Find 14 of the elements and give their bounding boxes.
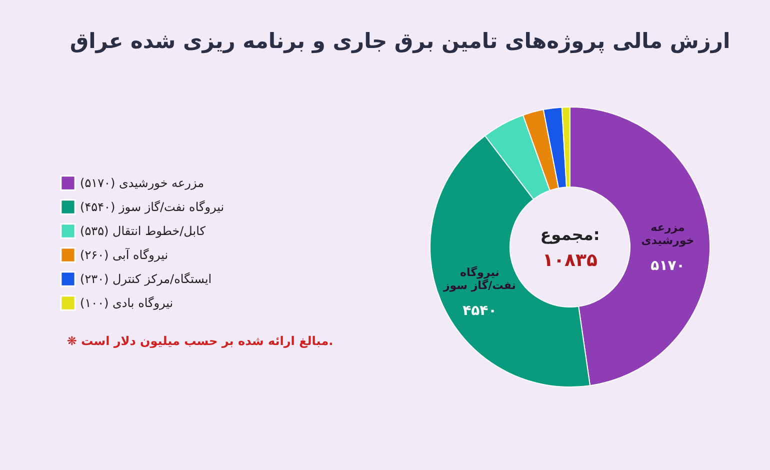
legend-label: کابل/خطوط انتقال (۵۳۵) (80, 224, 206, 238)
text: مزرعه خورشیدی (641, 220, 694, 247)
text: نیروگاه نفت/گاز سوز (443, 266, 516, 292)
data-label: ۴۵۴۰ (462, 302, 497, 319)
text: مجموع: (540, 225, 600, 244)
text: ۱۰۸۳۵ (542, 250, 598, 271)
legend-label: ایستگاه/مرکز کنترل (۲۳۰) (80, 272, 212, 286)
legend-label: مزرعه خورشیدی (۵۱۷۰) (80, 176, 204, 190)
legend-label: نیروگاه نفت/گاز سوز (۴۵۴۰) (80, 200, 224, 214)
chart-title: ارزش مالی پروژه‌های تامین برق جاری و برنامه ریزی شده عراق (70, 29, 730, 54)
text: ❋ مبالغ ارائه شده بر حسب میلیون دلار است. (66, 334, 334, 348)
legend-label: نیروگاه آبی (۲۶۰) (80, 247, 168, 262)
legend-label: نیروگاه بادی (۱۰۰) (80, 296, 174, 310)
data-label: ۵۱۷۰ (650, 258, 685, 274)
